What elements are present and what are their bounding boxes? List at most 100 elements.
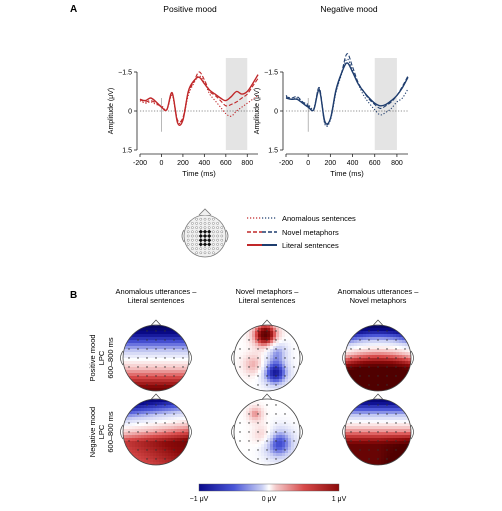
topomap-cell: [153, 438, 157, 442]
chart-title: Negative mood: [320, 4, 377, 14]
topomap-cell: [261, 429, 265, 433]
topomap-cell: [393, 453, 397, 457]
topomap-cell: [402, 385, 406, 389]
topomap-cell: [156, 376, 160, 380]
topomap-cell: [171, 358, 175, 362]
topomap-cell: [291, 376, 295, 380]
topomap-cell: [360, 402, 364, 406]
topomap-cell: [345, 408, 349, 412]
electrode-point: [386, 449, 388, 451]
topomap-cell: [237, 417, 241, 421]
topomap-cell: [165, 379, 169, 383]
topomap-cell: [381, 459, 385, 463]
electrode-point: [266, 375, 268, 377]
topomap-cell: [162, 462, 166, 465]
topomap-cell: [246, 450, 250, 454]
topomap-cell: [387, 367, 391, 371]
electrode-point: [266, 413, 268, 415]
topomap-cell: [132, 423, 136, 427]
topomap-cell: [243, 355, 247, 359]
electrode-point: [368, 449, 370, 451]
topomap-cell: [153, 426, 157, 430]
topomap-cell: [267, 346, 271, 350]
electrode: [216, 238, 219, 242]
topomap-cell: [375, 444, 379, 448]
electrode-point: [155, 413, 157, 415]
topomap-cell: [141, 334, 145, 338]
electrode-point: [284, 357, 286, 359]
electrode-point: [173, 339, 175, 341]
topomap-cell: [258, 408, 262, 412]
topomap-cell: [375, 411, 379, 415]
topomap-cell: [378, 399, 382, 403]
topomap-cell: [153, 358, 157, 362]
topomap-cell: [159, 334, 163, 338]
topomap-cell: [288, 444, 292, 448]
topomap-cell: [243, 411, 247, 415]
topomap-cell: [144, 405, 148, 409]
topomap-cell: [267, 343, 271, 347]
topomap-cell: [165, 328, 169, 332]
topomap-cell: [273, 382, 277, 386]
head-nose: [261, 319, 273, 326]
topomap-cell: [384, 456, 388, 460]
topomap-cell: [285, 399, 289, 403]
topomap-cell: [396, 456, 400, 460]
topomap-cell: [171, 408, 175, 412]
topomap-cell: [282, 331, 286, 335]
electrode-point: [284, 375, 286, 377]
topomap-cell: [234, 453, 238, 457]
topomap-cell: [357, 405, 361, 409]
topomap-cell: [174, 450, 178, 454]
electrode-point: [284, 366, 286, 368]
topomap-cell: [180, 414, 184, 418]
topomap-cell: [387, 376, 391, 380]
topomap-cell: [297, 358, 300, 362]
topomap-cell: [291, 346, 295, 350]
topomap-cell: [261, 405, 265, 409]
topomap-cell: [291, 438, 295, 442]
topomap-cell: [273, 358, 277, 362]
topomap-cell: [249, 456, 253, 460]
topomap-cell: [402, 343, 406, 347]
topomap-cell: [252, 453, 256, 457]
topomap-cell: [180, 355, 184, 359]
topomap-cell: [123, 331, 127, 335]
topomap-cell: [129, 432, 133, 436]
topomap-cell: [156, 331, 160, 335]
topomap-cell: [264, 456, 268, 460]
topomap-cell: [285, 426, 289, 430]
topomap-cell: [270, 346, 274, 350]
topomap-cell: [378, 417, 382, 421]
topomap-cell: [387, 423, 391, 427]
topomap-cell: [165, 414, 169, 418]
topomap-cell: [270, 370, 274, 374]
topomap-cell: [399, 358, 403, 362]
topomap-cell: [351, 399, 355, 403]
topomap-cell: [255, 379, 259, 383]
topomap-cell: [126, 352, 130, 356]
topomap-cell: [372, 358, 376, 362]
topomap-cell: [297, 337, 300, 341]
topomap-cell: [384, 325, 388, 329]
topomap-cell: [384, 388, 388, 391]
topomap-cell: [297, 388, 300, 391]
x-tick-label: -200: [279, 160, 293, 167]
topomap-cell: [240, 438, 244, 442]
topomap-cell: [375, 358, 379, 362]
topomap-cell: [363, 370, 367, 374]
topomap-cell: [252, 382, 256, 386]
topomap-cell: [291, 399, 295, 403]
topomap-cell: [156, 325, 160, 329]
topomap-cell: [126, 361, 130, 365]
topomap-cell: [363, 411, 367, 415]
topomap-cell: [408, 402, 411, 406]
topomap-cell: [240, 426, 244, 430]
topomap-cell: [348, 379, 352, 383]
topomap-cell: [384, 373, 388, 377]
topomap-cell: [129, 411, 133, 415]
topomap-cell: [357, 432, 361, 436]
topomap-cell: [276, 441, 280, 445]
topomap-cell: [135, 447, 139, 451]
topomap-cell: [267, 328, 271, 332]
